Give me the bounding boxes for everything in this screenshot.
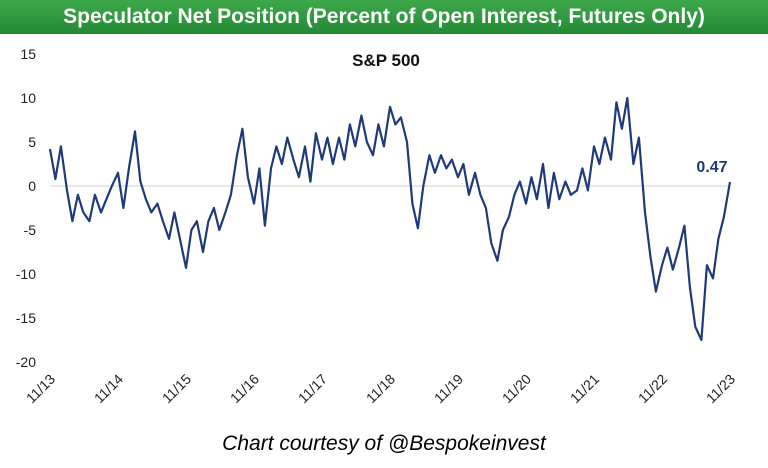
- x-axis-ticks: 11/13 11/14 11/15 11/16 11/17 11/18 11/19 11/20…: [23, 371, 739, 407]
- x-tick-label: 11/21: [567, 371, 603, 407]
- y-tick-label: 5: [28, 134, 36, 150]
- y-tick-label: 10: [20, 90, 36, 106]
- y-tick-label: -10: [16, 266, 36, 282]
- x-tick-label: 11/22: [635, 371, 671, 407]
- x-tick-label: 11/20: [499, 371, 535, 407]
- x-tick-label: 11/23: [703, 371, 739, 407]
- series-line-sp500: [48, 96, 732, 342]
- credit-text: Chart courtesy of @Bespokeinvest: [222, 432, 546, 455]
- chart-main-title: Speculator Net Position (Percent of Open…: [63, 5, 705, 28]
- y-tick-label: -20: [16, 354, 36, 370]
- x-tick-label: 11/18: [363, 371, 399, 407]
- chart-subtitle: S&P 500: [352, 51, 420, 70]
- y-axis-ticks: 15 10 5 0 -5 -10 -15 -20: [16, 46, 36, 370]
- x-tick-label: 11/13: [23, 371, 59, 407]
- x-tick-label: 11/19: [431, 371, 467, 407]
- x-tick-label: 11/14: [91, 371, 127, 407]
- y-tick-label: -5: [24, 222, 37, 238]
- x-tick-label: 11/17: [295, 371, 331, 407]
- y-tick-label: 15: [20, 46, 36, 62]
- last-value-label: 0.47: [696, 159, 727, 176]
- x-tick-label: 11/16: [227, 371, 263, 407]
- y-tick-label: 0: [28, 178, 36, 194]
- title-banner: Speculator Net Position (Percent of Open…: [0, 0, 768, 34]
- y-tick-label: -15: [16, 310, 36, 326]
- x-tick-label: 11/15: [159, 371, 195, 407]
